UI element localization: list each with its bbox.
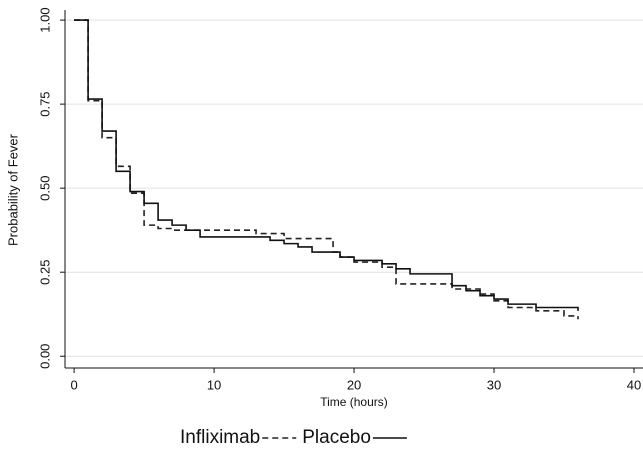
x-tick-label: 30 [487,377,501,392]
x-tick-label: 0 [70,377,77,392]
legend-label: Placebo [302,427,371,448]
survival-line [74,19,579,320]
y-tick-label: 0.00 [37,344,52,369]
x-tick-label: 10 [207,377,221,392]
x-tick-label: 20 [347,377,361,392]
survival-line [74,19,579,311]
y-axis-title: Probability of Fever [5,133,20,246]
y-tick-label: 1.00 [37,7,52,32]
legend-label: Infliximab [180,427,260,448]
x-tick-label: 40 [627,377,641,392]
x-axis-title: Time (hours) [320,395,388,409]
y-tick-label: 0.25 [37,260,52,285]
y-tick-label: 0.50 [37,176,52,201]
y-tick-label: 0.75 [37,91,52,116]
